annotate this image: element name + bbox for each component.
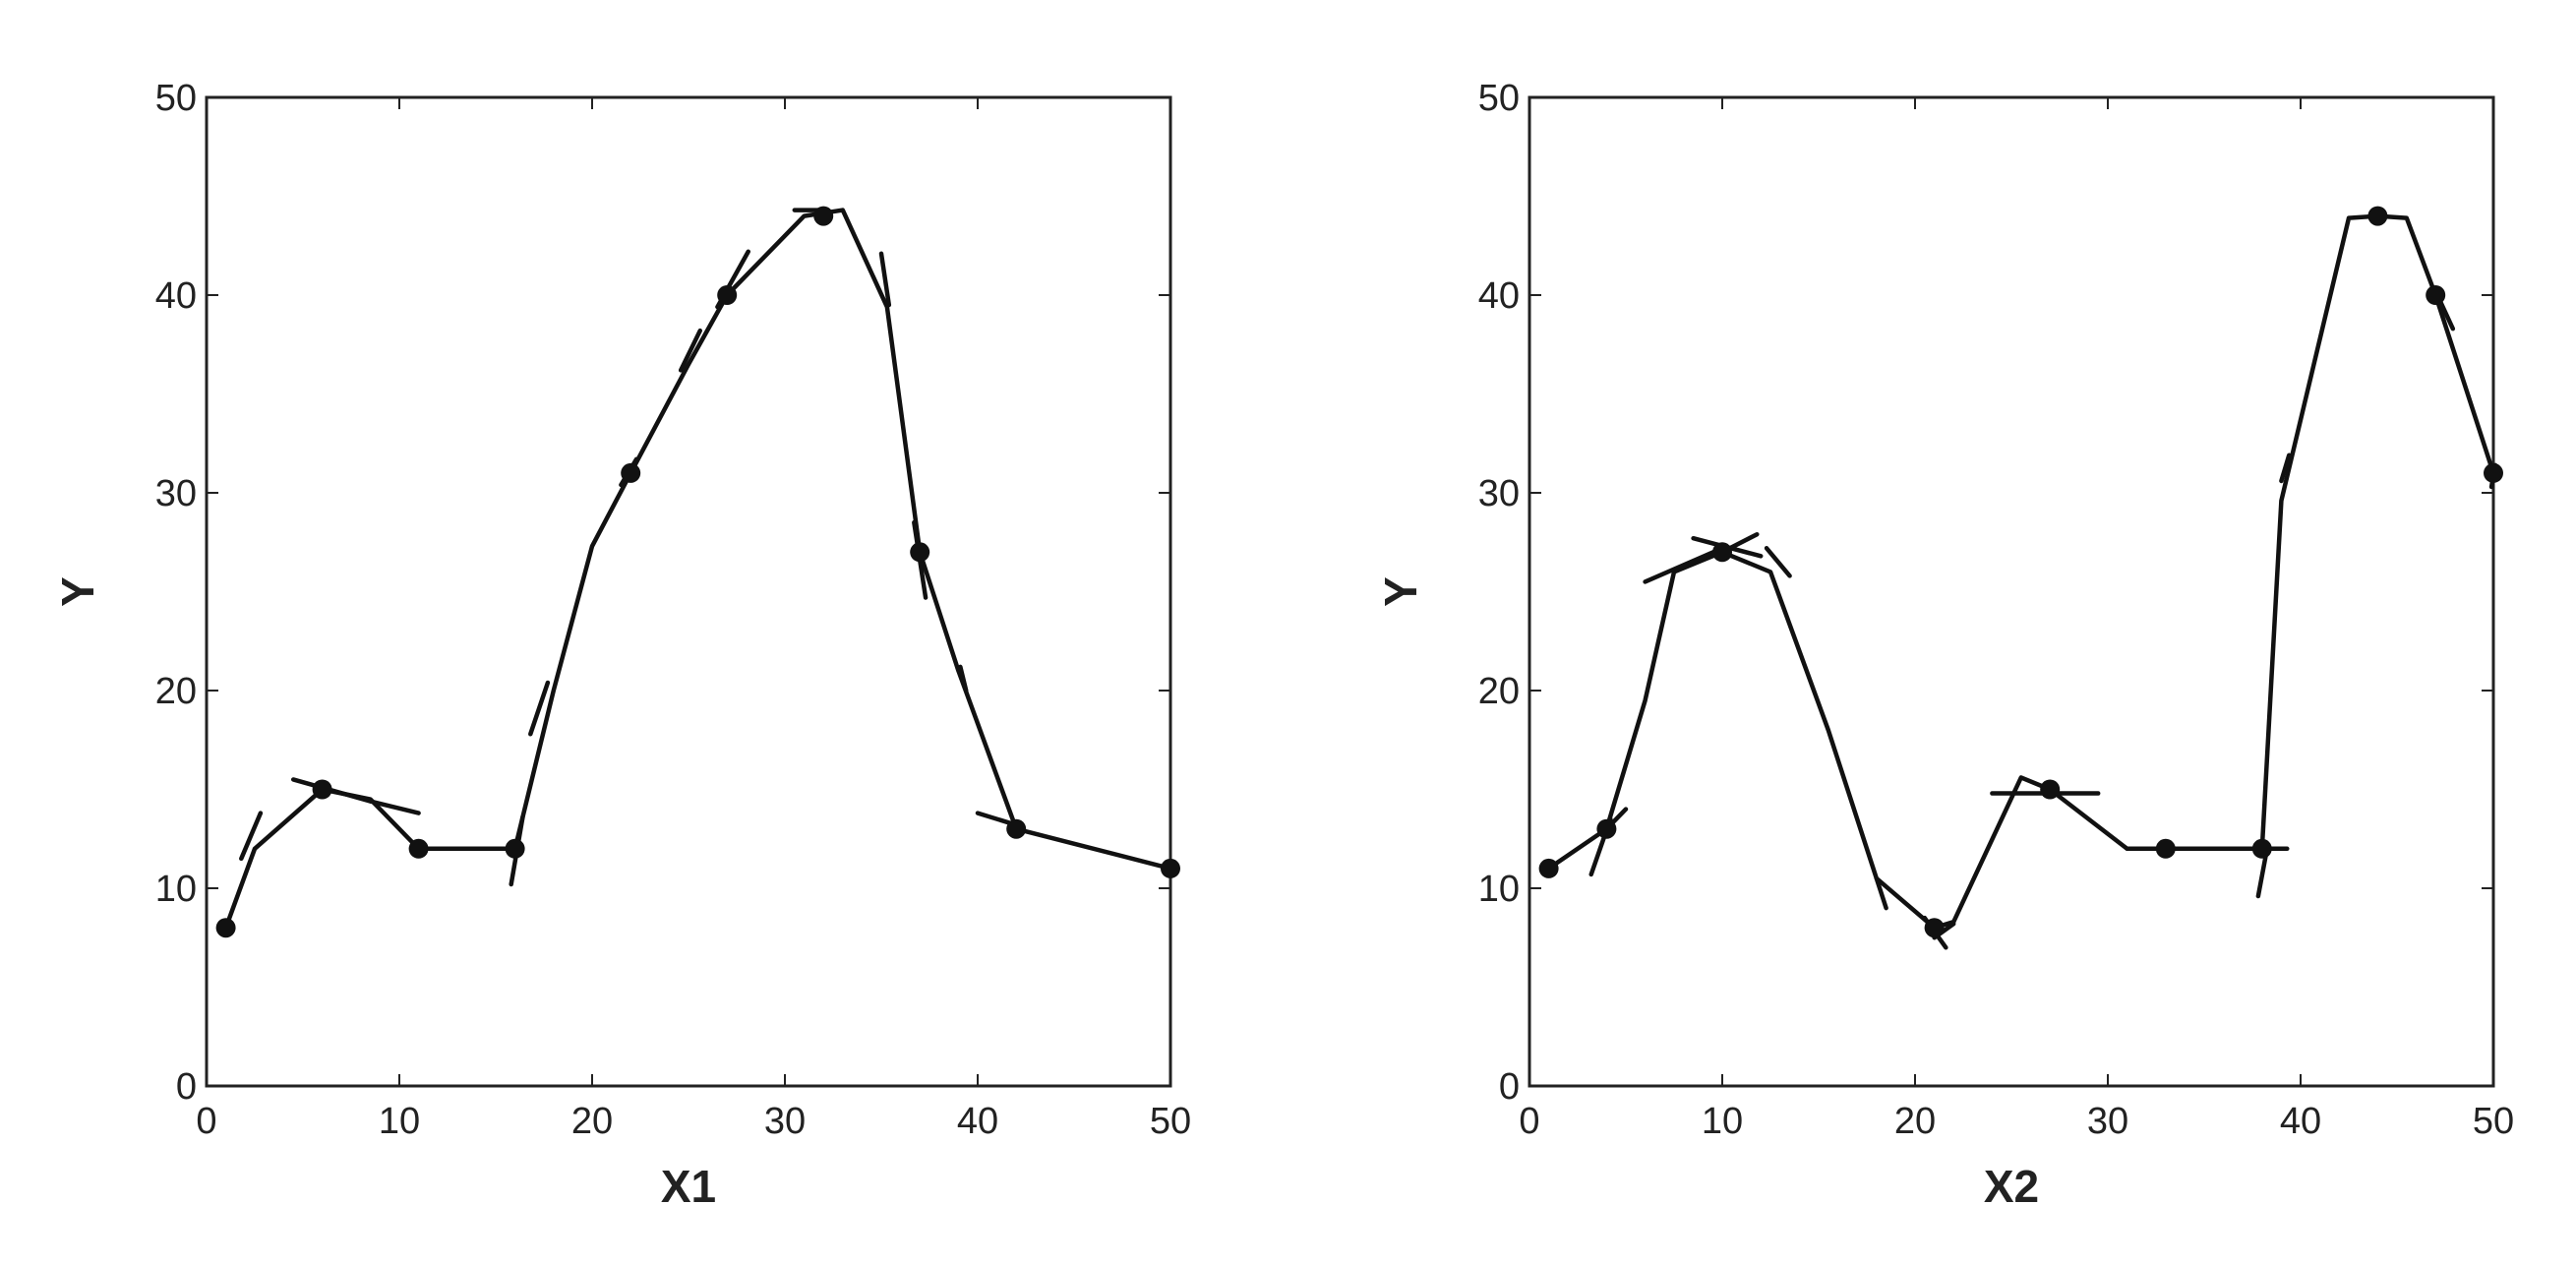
data-point bbox=[505, 838, 525, 859]
x-tick-label: 10 bbox=[1702, 1101, 1743, 1142]
data-point bbox=[2040, 779, 2061, 800]
x-tick-label: 30 bbox=[764, 1101, 806, 1142]
x-tick-label: 40 bbox=[957, 1101, 998, 1142]
data-point bbox=[1161, 858, 1180, 878]
y-tick-label: 10 bbox=[1478, 869, 1520, 910]
tangent-segment bbox=[2279, 452, 2292, 484]
data-point bbox=[1712, 542, 1732, 563]
tangent-segment bbox=[528, 680, 551, 737]
y-tick-label: 10 bbox=[155, 869, 197, 910]
y-tick-label: 20 bbox=[1478, 671, 1520, 712]
y-tick-label: 0 bbox=[176, 1066, 197, 1108]
tangent-segment bbox=[878, 251, 892, 308]
data-point bbox=[910, 542, 930, 563]
tangent-segment bbox=[678, 328, 703, 373]
y-tick-label: 40 bbox=[155, 275, 197, 317]
data-point bbox=[2251, 838, 2272, 859]
y-axis-label: Y bbox=[1375, 576, 1426, 607]
data-point bbox=[2426, 285, 2446, 305]
data-point bbox=[1538, 858, 1559, 878]
y-tick-label: 0 bbox=[1499, 1066, 1520, 1108]
y-tick-label: 30 bbox=[1478, 473, 1520, 514]
data-point bbox=[621, 462, 641, 483]
axes-frame bbox=[205, 95, 1172, 1088]
right-panel-x2: 0 10 20 30 40 50 0 10 20 30 40 50 X2 Y bbox=[1375, 78, 2514, 1212]
tangent-segment bbox=[1874, 875, 1888, 911]
data-point bbox=[408, 838, 429, 859]
data-point bbox=[813, 206, 834, 226]
tangent-segment bbox=[958, 664, 969, 693]
data-point bbox=[717, 285, 738, 305]
y-tick-label: 20 bbox=[155, 671, 197, 712]
data-point bbox=[2367, 206, 2388, 226]
y-tick-label: 30 bbox=[155, 473, 197, 514]
x-tick-label: 0 bbox=[1519, 1101, 1539, 1142]
x-tick-label: 20 bbox=[571, 1101, 613, 1142]
data-point bbox=[312, 779, 332, 800]
tangent-segment bbox=[239, 811, 264, 862]
y-tick-label: 40 bbox=[1478, 275, 1520, 317]
axes-frame bbox=[1528, 95, 2495, 1088]
tangent-segment bbox=[1764, 546, 1792, 578]
x-tick-label: 30 bbox=[2087, 1101, 2128, 1142]
x-tick-label: 10 bbox=[379, 1101, 420, 1142]
data-point bbox=[1924, 918, 1945, 938]
x-tick-label: 0 bbox=[196, 1101, 216, 1142]
data-point bbox=[1596, 818, 1617, 839]
x-tick-label: 40 bbox=[2280, 1101, 2321, 1142]
data-point bbox=[2155, 838, 2176, 859]
y-tick-label: 50 bbox=[155, 78, 197, 119]
fitted-curve-line bbox=[223, 208, 1173, 931]
x-axis-label: X2 bbox=[1984, 1161, 2039, 1212]
x-tick-label: 50 bbox=[1150, 1101, 1191, 1142]
x-tick-label: 20 bbox=[1894, 1101, 1936, 1142]
x-tick-label: 50 bbox=[2473, 1101, 2514, 1142]
tangent-segment bbox=[368, 799, 421, 815]
y-axis-label: Y bbox=[52, 576, 103, 607]
data-point bbox=[215, 918, 236, 938]
y-tick-label: 50 bbox=[1478, 78, 1520, 119]
data-point bbox=[2484, 462, 2503, 483]
x-axis-label: X1 bbox=[661, 1161, 716, 1212]
left-panel-x1: 0 10 20 30 40 50 0 10 20 30 40 50 X1 Y bbox=[52, 78, 1191, 1212]
fitted-curve-line bbox=[1546, 213, 2496, 931]
data-point bbox=[1006, 818, 1027, 839]
tangent-segment bbox=[1643, 546, 1725, 584]
